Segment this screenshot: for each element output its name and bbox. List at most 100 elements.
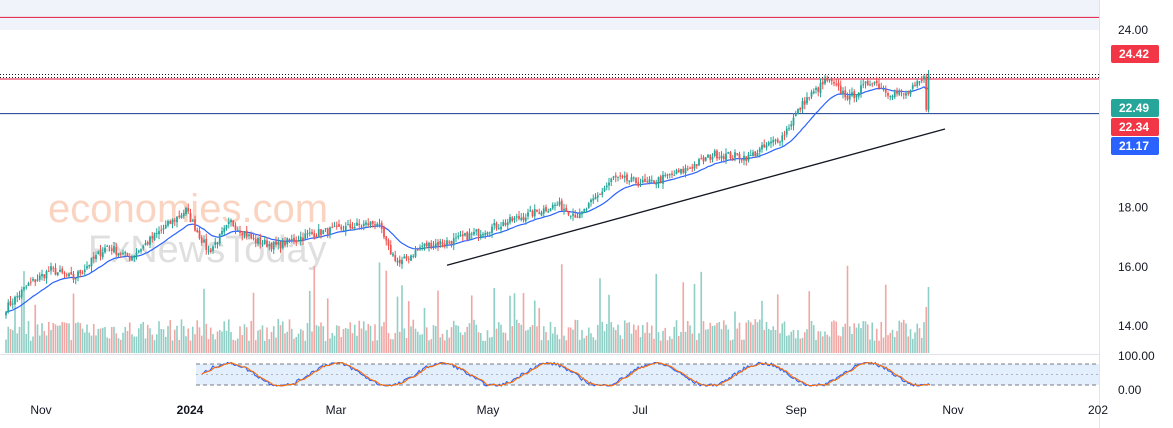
volume-bar [882, 337, 885, 353]
volume-bar [558, 339, 561, 353]
volume-bar [466, 326, 469, 353]
volume-bar [396, 296, 399, 353]
candle-body [722, 156, 725, 159]
candle-body [513, 218, 516, 220]
stochastic-tick-label: 0.00 [1118, 383, 1142, 397]
candle-body [689, 167, 691, 169]
candle-body [164, 224, 167, 229]
volume-bar [423, 307, 426, 353]
volume-bar [740, 339, 743, 353]
candle-body [313, 233, 316, 238]
volume-bar [738, 322, 741, 353]
volume-bar [158, 321, 160, 353]
volume-bar [592, 337, 595, 353]
volume-bar [164, 336, 167, 353]
candle-body [761, 145, 763, 150]
volume-bar [88, 332, 91, 353]
candle-body [320, 229, 322, 236]
candle-body [594, 197, 597, 200]
candle-body [457, 235, 460, 238]
candle-body [536, 210, 538, 212]
volume-bar [257, 330, 259, 353]
volume-bar [596, 324, 599, 353]
volume-bar [522, 293, 525, 353]
time-axis[interactable]: Nov 2024 Mar May Jul Sep Nov 202 [30, 403, 1108, 417]
volume-bar [43, 330, 46, 353]
candle-body [763, 144, 766, 148]
volume-bar [65, 323, 68, 353]
candle-body [515, 216, 518, 218]
volume-bar [281, 321, 284, 353]
candle-body [821, 81, 824, 85]
volume-bar [207, 339, 210, 353]
volume-bar [227, 319, 230, 353]
candle-body [891, 96, 894, 98]
candle-body [619, 175, 622, 177]
volume-bar [430, 339, 433, 353]
time-tick-label: 2024 [177, 403, 204, 417]
volume-bar [106, 337, 109, 353]
volume-bar [392, 339, 394, 353]
candle-body [767, 142, 770, 146]
candle-body [799, 107, 802, 111]
candle-body [585, 209, 588, 211]
candle-body [20, 289, 23, 297]
candle-body [592, 198, 595, 201]
candle-body [900, 90, 903, 93]
candle-body [376, 223, 379, 227]
volume-bar [511, 326, 514, 353]
price-tick-label: 16.00 [1118, 260, 1148, 274]
candle-body [871, 83, 874, 85]
volume-bar [509, 295, 511, 353]
volume-bar [556, 334, 559, 353]
candle-body [342, 230, 345, 232]
volume-bar [565, 340, 568, 353]
candle-body [378, 223, 381, 225]
candle-body [234, 225, 237, 230]
candle-body [286, 238, 289, 245]
volume-bar [675, 320, 678, 353]
candle-body [826, 78, 829, 81]
volume-bar [455, 325, 457, 353]
candle-body [374, 224, 376, 226]
candle-body [266, 240, 268, 247]
volume-bar [817, 331, 820, 353]
volume-bar [599, 278, 601, 353]
candle-body [110, 248, 113, 251]
candle-body [27, 282, 30, 286]
candle-body [581, 211, 583, 215]
volume-bar [563, 335, 565, 353]
volume-bar [839, 336, 842, 353]
volume-bar [846, 265, 849, 353]
volume-bar [452, 320, 455, 353]
price-badge [1111, 45, 1159, 63]
candle-body [104, 247, 106, 253]
volume-bar [497, 322, 500, 353]
candle-body [785, 128, 788, 135]
volume-bar [835, 321, 838, 353]
volume-bar [146, 324, 149, 353]
candle-body [470, 233, 473, 235]
price-badge-label: 22.34 [1119, 120, 1149, 134]
candle-body [554, 204, 556, 206]
volume-bar [144, 338, 147, 353]
volume-bar [909, 329, 912, 353]
volume-bar [194, 334, 196, 353]
volume-bar [86, 324, 88, 353]
volume-bar [617, 324, 619, 353]
candle-body [475, 229, 478, 232]
candle-body [635, 178, 637, 184]
volume-bar [302, 330, 304, 353]
candle-body [86, 266, 88, 269]
volume-bar [869, 339, 871, 353]
volume-bar [878, 340, 880, 353]
time-tick-label: Jul [632, 403, 647, 417]
volume-bar [722, 320, 725, 353]
volume-bar [101, 327, 104, 353]
volume-bar [380, 326, 383, 353]
volume-bar [221, 331, 223, 353]
volume-bar [209, 327, 212, 353]
candle-body [864, 81, 867, 84]
